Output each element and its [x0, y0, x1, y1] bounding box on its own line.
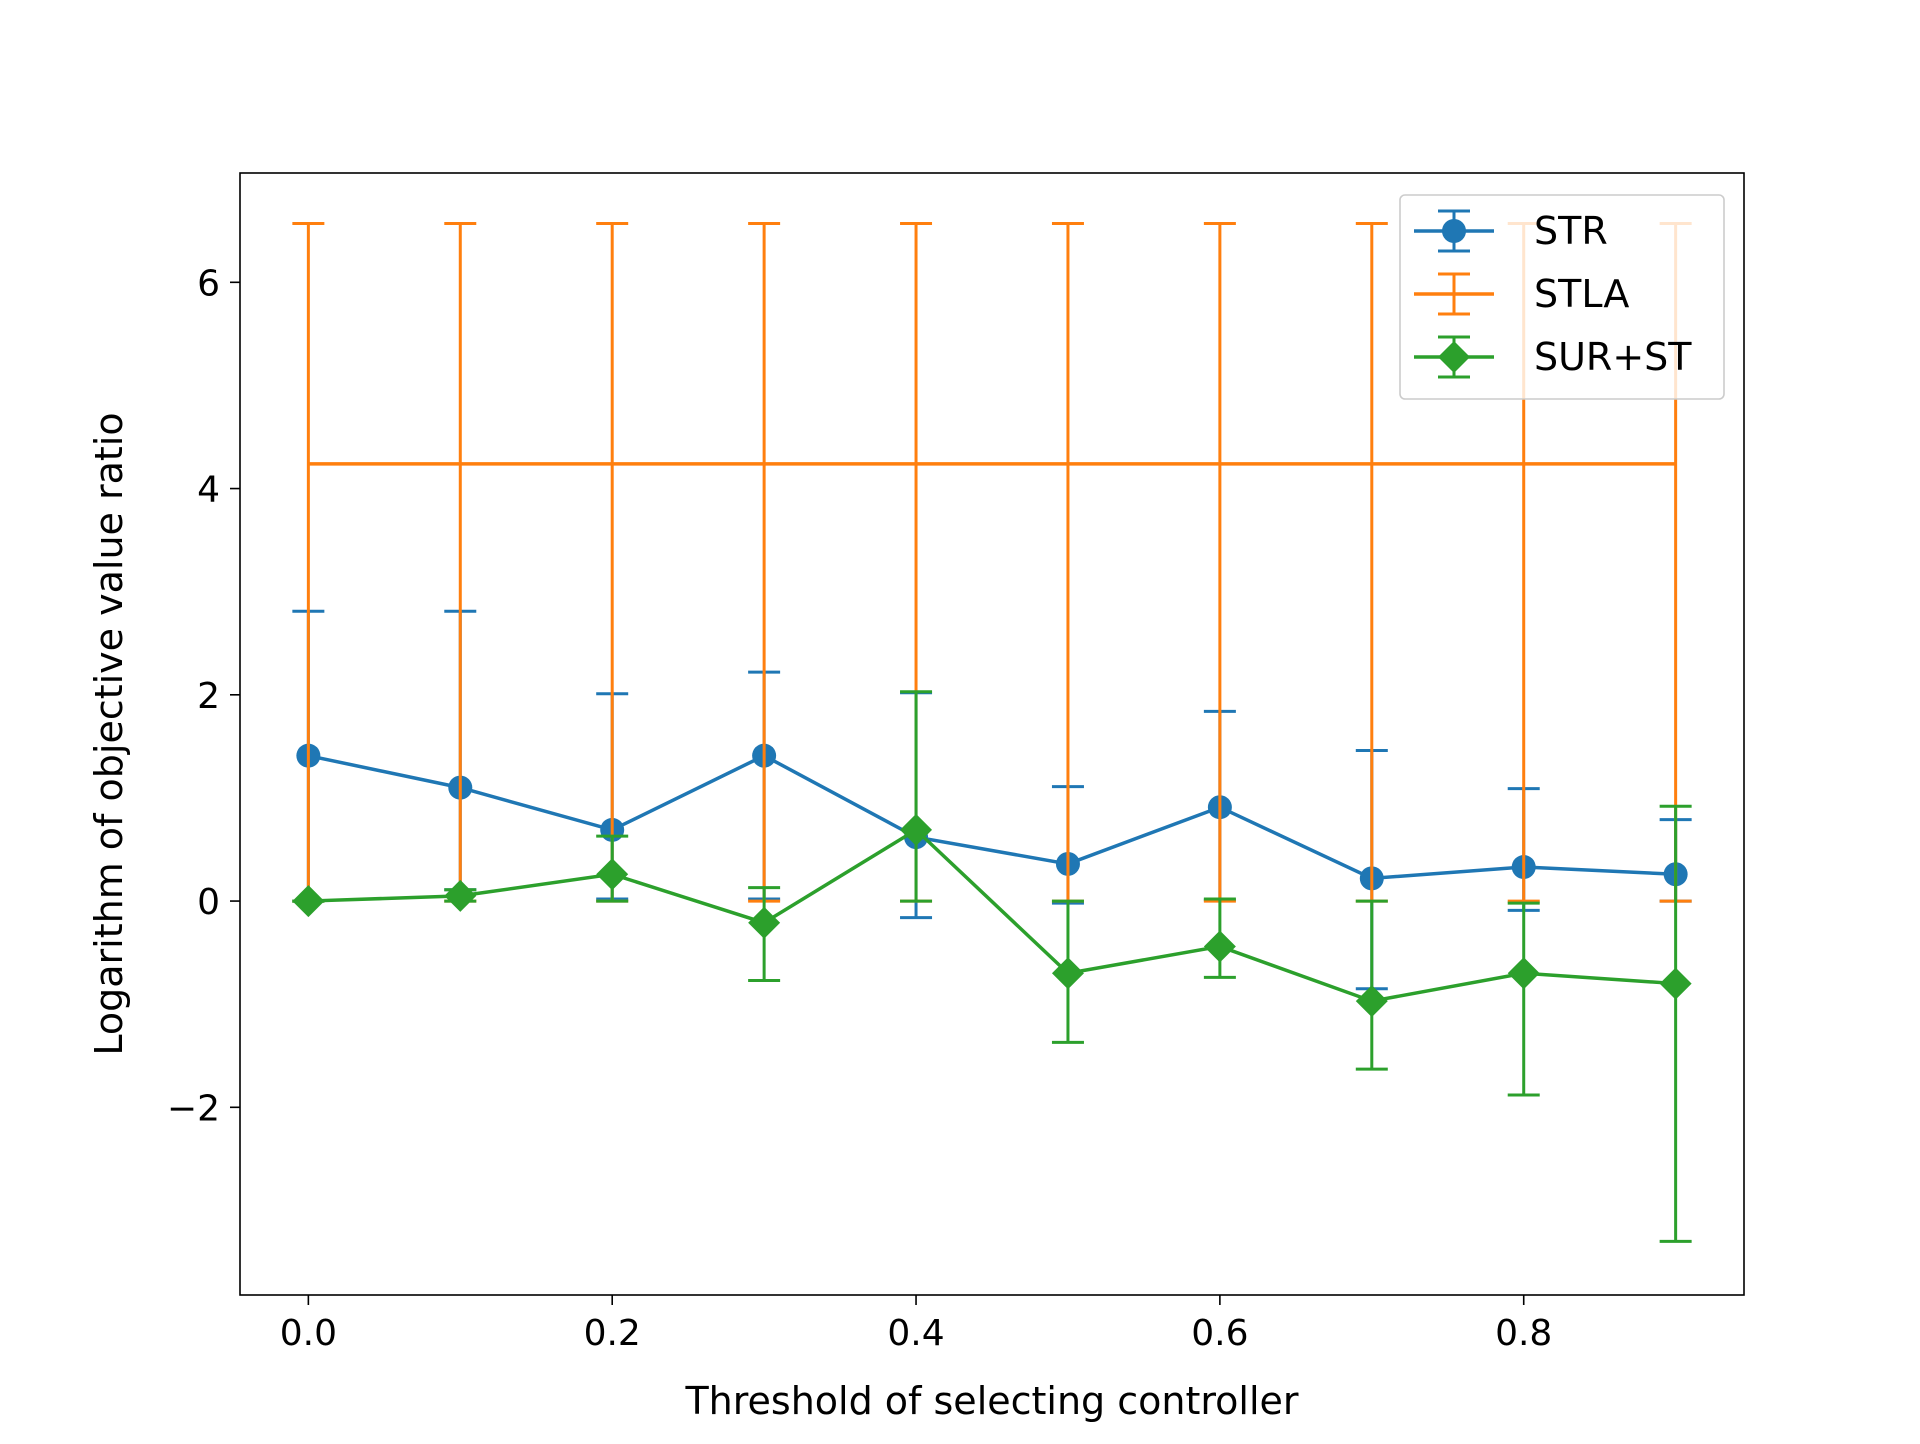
y-tick-label: 2	[197, 676, 220, 717]
legend-label: STLA	[1534, 272, 1629, 316]
series-line	[308, 753, 1676, 881]
legend-entry-sur-st: SUR+ST	[1414, 335, 1692, 379]
x-tick-label: 0.0	[280, 1313, 337, 1354]
legend-label: SUR+ST	[1534, 335, 1692, 379]
data-point	[444, 879, 477, 912]
legend-entry-stla: STLA	[1414, 272, 1629, 316]
y-tick-label: 6	[197, 263, 220, 304]
data-point	[292, 885, 325, 918]
x-tick-label: 0.8	[1495, 1313, 1552, 1354]
legend-marker	[1442, 219, 1466, 243]
data-point	[1507, 957, 1540, 990]
legend: STR STLA SUR+ST	[1399, 194, 1725, 400]
x-tick-label: 0.4	[887, 1313, 944, 1354]
x-axis-label: Threshold of selecting controller	[684, 1379, 1298, 1423]
series-sur-st	[292, 690, 1692, 1243]
plot-area-frame	[239, 172, 1745, 1296]
legend-box	[1399, 194, 1725, 400]
legend-entry-str: STR	[1414, 209, 1608, 253]
data-point	[1659, 967, 1692, 1000]
data-point	[900, 813, 933, 846]
series-line	[308, 827, 1676, 1003]
data-point	[1355, 985, 1388, 1018]
data-point	[1051, 957, 1084, 990]
x-tick-label: 0.2	[584, 1313, 641, 1354]
legend-label: STR	[1534, 209, 1608, 253]
y-axis: −2 0 2 4 6	[167, 263, 240, 1129]
y-tick-label: −2	[167, 1088, 220, 1129]
y-tick-label: 4	[197, 470, 220, 511]
y-tick-label: 0	[197, 882, 220, 923]
x-axis: 0.0 0.2 0.4 0.6 0.8	[280, 1295, 1552, 1354]
legend-marker	[1438, 341, 1470, 373]
data-point	[596, 858, 629, 891]
x-tick-label: 0.6	[1191, 1313, 1248, 1354]
plot-marks	[292, 222, 1692, 1243]
data-point	[748, 906, 781, 939]
data-point	[1203, 930, 1236, 963]
y-axis-label: Logarithm of objective value ratio	[87, 412, 131, 1055]
